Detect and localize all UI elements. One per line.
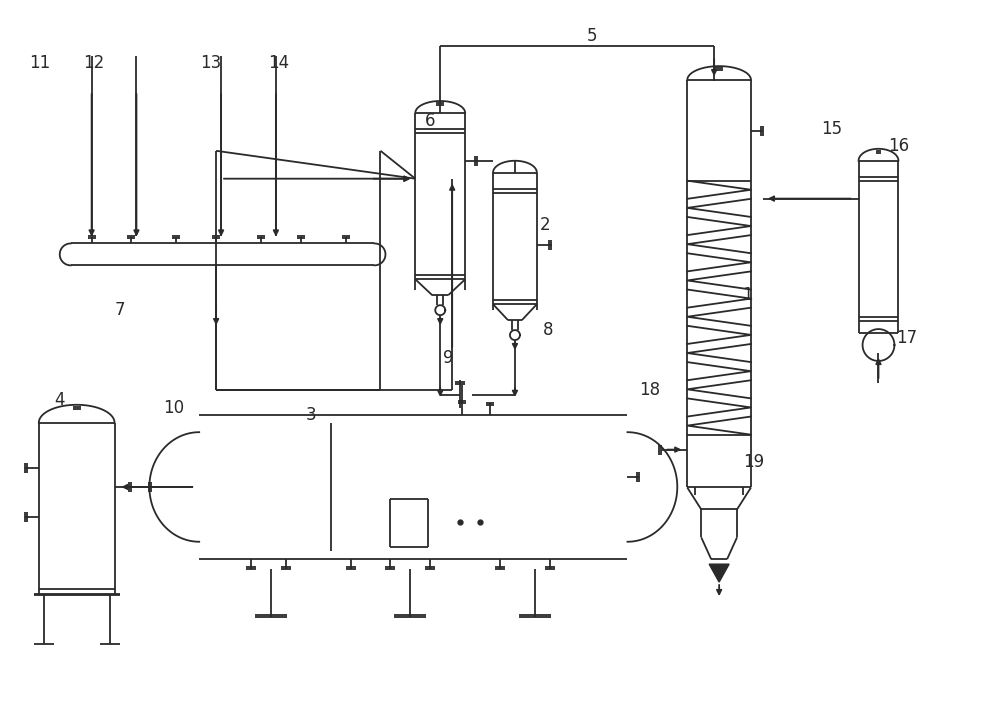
Text: 10: 10 xyxy=(163,399,184,417)
Text: 16: 16 xyxy=(888,137,909,155)
Text: 11: 11 xyxy=(29,54,50,72)
Text: 19: 19 xyxy=(743,453,765,470)
Text: 7: 7 xyxy=(114,301,125,319)
Text: 5: 5 xyxy=(586,27,597,45)
Text: 14: 14 xyxy=(268,54,289,72)
Text: 12: 12 xyxy=(83,54,104,72)
Text: 2: 2 xyxy=(540,217,550,235)
Text: 9: 9 xyxy=(443,349,453,367)
Text: 1: 1 xyxy=(742,286,752,304)
Text: 3: 3 xyxy=(305,406,316,424)
Text: 6: 6 xyxy=(425,112,436,130)
Text: 4: 4 xyxy=(54,391,65,409)
Text: 8: 8 xyxy=(543,321,553,339)
Polygon shape xyxy=(709,564,729,582)
Text: 17: 17 xyxy=(896,329,917,347)
Text: 13: 13 xyxy=(201,54,222,72)
Text: 15: 15 xyxy=(821,120,842,138)
Text: 18: 18 xyxy=(639,381,660,399)
